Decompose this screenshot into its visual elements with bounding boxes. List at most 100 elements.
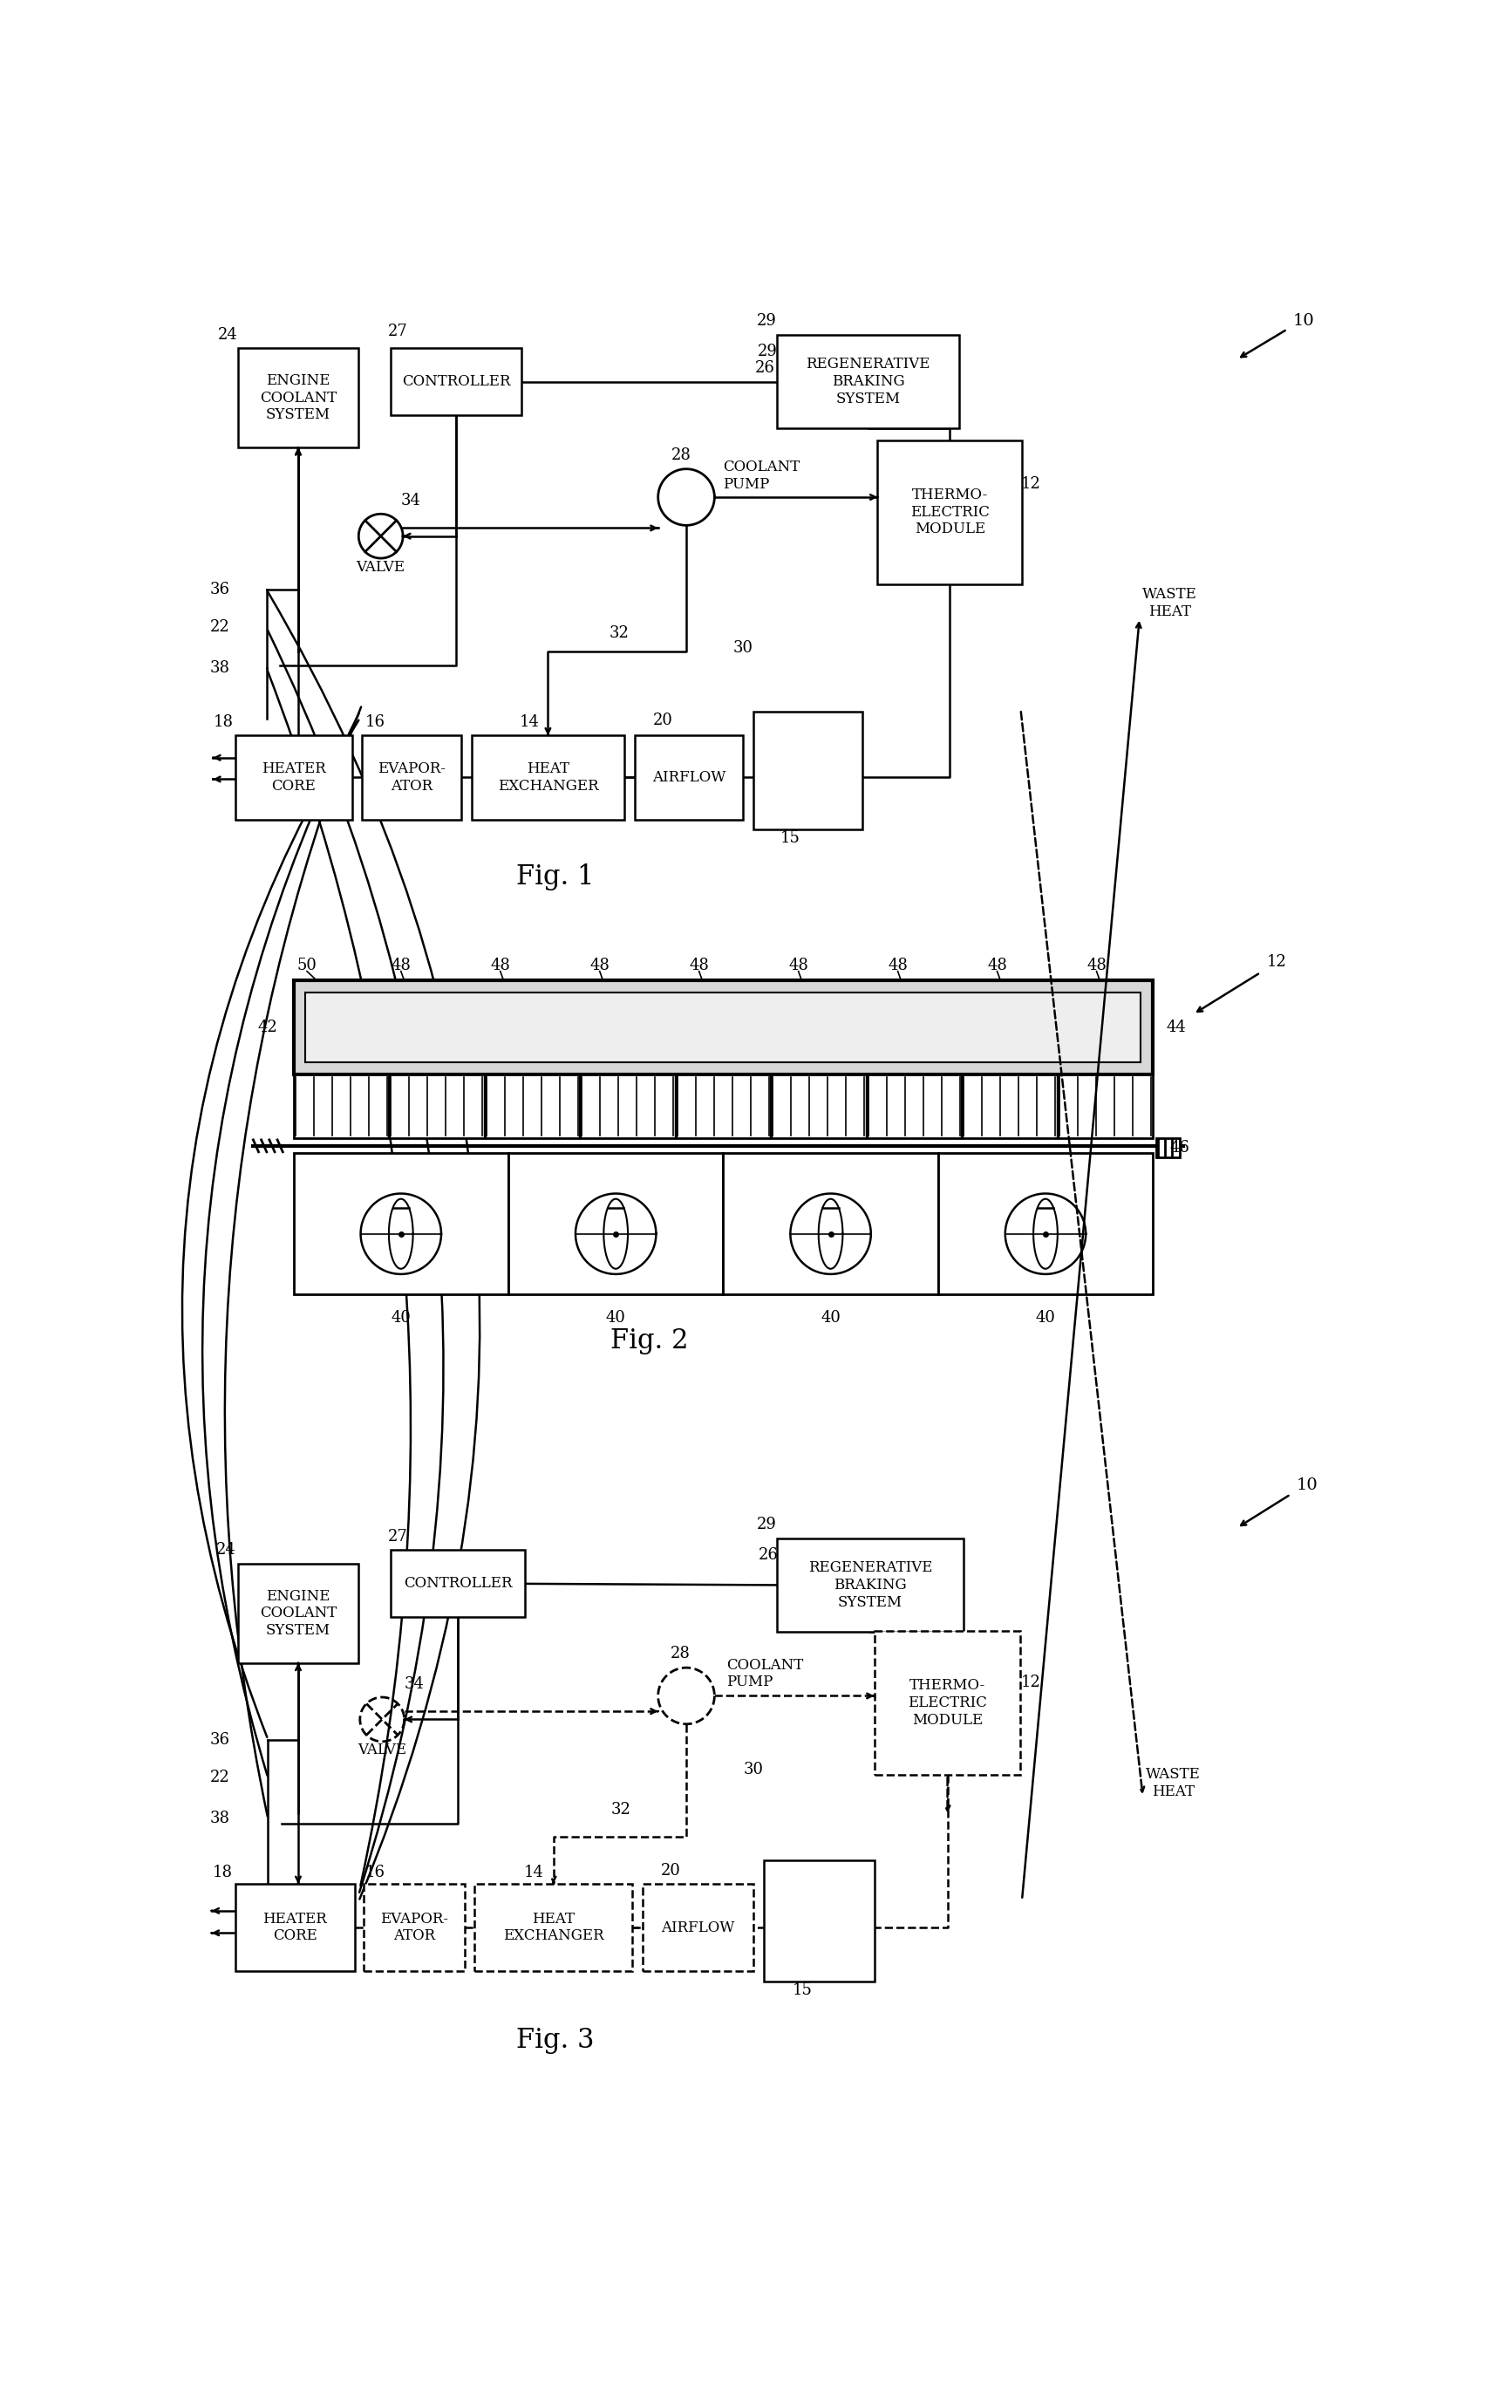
Text: 16: 16 (366, 715, 386, 730)
Text: 48: 48 (987, 958, 1007, 973)
Text: HEATER
CORE: HEATER CORE (262, 761, 327, 795)
Text: 10: 10 (1293, 313, 1315, 330)
Text: 14: 14 (523, 1864, 544, 1881)
Text: 22: 22 (210, 1770, 230, 1787)
Bar (293, 1074, 1154, 1139)
Text: 34: 34 (401, 494, 420, 508)
Text: 27: 27 (387, 1529, 407, 1544)
Bar (764, 1861, 874, 1982)
Bar (239, 349, 358, 448)
Text: HEATER
CORE: HEATER CORE (263, 1912, 327, 1943)
Text: 15: 15 (780, 831, 800, 845)
Text: 14: 14 (520, 715, 540, 730)
Text: 48: 48 (689, 958, 709, 973)
Polygon shape (658, 1669, 715, 1724)
Bar (874, 1630, 1021, 1775)
Text: 10: 10 (1297, 1479, 1318, 1493)
Bar (1157, 1139, 1179, 1158)
Text: Fig. 3: Fig. 3 (516, 2028, 594, 2054)
Text: VALVE: VALVE (358, 1741, 407, 1758)
Text: 20: 20 (661, 1864, 680, 1878)
Text: 50: 50 (296, 958, 318, 973)
Text: 27: 27 (387, 323, 407, 340)
Bar (753, 713, 862, 831)
Text: CONTROLLER: CONTROLLER (404, 1577, 513, 1592)
Polygon shape (658, 470, 715, 525)
Text: 29: 29 (758, 1517, 777, 1531)
Bar (364, 1883, 464, 1972)
Text: 28: 28 (671, 448, 691, 462)
Text: CONTROLLER: CONTROLLER (402, 373, 511, 390)
Text: 40: 40 (392, 1310, 411, 1327)
Text: THERMO-
ELECTRIC
MODULE: THERMO- ELECTRIC MODULE (910, 489, 989, 537)
Text: 18: 18 (213, 715, 234, 730)
Text: EVAPOR-
ATOR: EVAPOR- ATOR (378, 761, 446, 795)
Text: 36: 36 (210, 1731, 230, 1748)
Text: 48: 48 (392, 958, 411, 973)
Text: Fig. 1: Fig. 1 (516, 862, 594, 891)
Bar (877, 441, 1022, 585)
Text: 48: 48 (788, 958, 809, 973)
Bar (234, 734, 352, 819)
Text: 26: 26 (754, 361, 774, 376)
Text: 16: 16 (366, 1864, 386, 1881)
Text: 12: 12 (1021, 477, 1040, 491)
Text: 15: 15 (792, 1982, 812, 1999)
Text: 34: 34 (404, 1676, 425, 1693)
Bar (390, 1551, 525, 1618)
Text: 40: 40 (606, 1310, 626, 1327)
Text: 40: 40 (1036, 1310, 1055, 1327)
Text: ENGINE
COOLANT
SYSTEM: ENGINE COOLANT SYSTEM (260, 373, 337, 421)
Text: 48: 48 (490, 958, 510, 973)
Text: AIRFLOW: AIRFLOW (661, 1919, 735, 1936)
Text: 24: 24 (216, 1541, 236, 1558)
Bar (475, 1883, 632, 1972)
Text: COOLANT
PUMP: COOLANT PUMP (723, 460, 800, 491)
Text: COOLANT
PUMP: COOLANT PUMP (727, 1657, 803, 1690)
Text: 30: 30 (733, 641, 753, 655)
Bar (239, 1563, 358, 1664)
Text: 24: 24 (218, 327, 237, 342)
Text: 28: 28 (670, 1645, 689, 1662)
Bar (293, 1153, 508, 1293)
Bar (635, 734, 744, 819)
Bar (508, 1153, 723, 1293)
Text: 44: 44 (1166, 1021, 1187, 1035)
Text: 40: 40 (821, 1310, 841, 1327)
Text: 48: 48 (888, 958, 907, 973)
Text: 32: 32 (609, 626, 629, 641)
Bar (723, 1153, 937, 1293)
Bar (937, 1153, 1154, 1293)
Text: 32: 32 (611, 1801, 631, 1818)
Bar (643, 1883, 753, 1972)
Bar (777, 1539, 963, 1633)
Text: WASTE
HEAT: WASTE HEAT (1146, 1767, 1201, 1799)
Text: ENGINE
COOLANT
SYSTEM: ENGINE COOLANT SYSTEM (260, 1589, 337, 1637)
Text: 22: 22 (210, 619, 230, 636)
Text: 26: 26 (759, 1546, 779, 1563)
Bar (777, 335, 960, 429)
Text: 12: 12 (1267, 954, 1287, 970)
Text: 38: 38 (210, 1811, 230, 1828)
Bar (390, 349, 522, 414)
Text: HEAT
EXCHANGER: HEAT EXCHANGER (503, 1912, 605, 1943)
Text: Fig. 2: Fig. 2 (611, 1327, 688, 1356)
Text: 48: 48 (590, 958, 609, 973)
Text: REGENERATIVE
BRAKING
SYSTEM: REGENERATIVE BRAKING SYSTEM (807, 1560, 933, 1609)
Text: 29: 29 (758, 313, 777, 327)
Text: 46: 46 (1170, 1139, 1190, 1156)
Text: THERMO-
ELECTRIC
MODULE: THERMO- ELECTRIC MODULE (907, 1678, 987, 1727)
Text: 29: 29 (758, 344, 777, 359)
Bar (361, 734, 461, 819)
Text: 38: 38 (210, 660, 230, 677)
Text: WASTE
HEAT: WASTE HEAT (1142, 588, 1198, 619)
Text: 48: 48 (1087, 958, 1107, 973)
Text: 30: 30 (744, 1763, 764, 1777)
Text: HEAT
EXCHANGER: HEAT EXCHANGER (497, 761, 599, 795)
Text: 12: 12 (1021, 1674, 1040, 1690)
Text: EVAPOR-
ATOR: EVAPOR- ATOR (381, 1912, 449, 1943)
Bar (472, 734, 624, 819)
Text: AIRFLOW: AIRFLOW (652, 771, 726, 785)
Bar (293, 980, 1154, 1074)
Text: 20: 20 (653, 713, 673, 730)
